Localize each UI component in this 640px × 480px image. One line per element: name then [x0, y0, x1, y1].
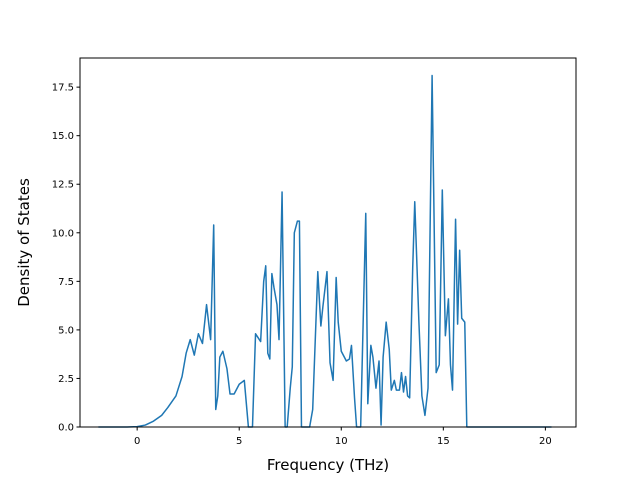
y-tick-label: 17.5	[52, 83, 74, 94]
x-tick-label: 5	[236, 436, 242, 447]
data-layer	[98, 74, 552, 428]
y-tick-label: 5.0	[58, 325, 74, 336]
y-axis-title: Density of States	[15, 178, 33, 307]
x-tick-label: 10	[335, 436, 348, 447]
y-axis-ticks: 0.0 2.5 5.0 7.5 10.0 12.5 15.0 17.5	[52, 83, 80, 434]
plot-area	[80, 58, 576, 427]
x-tick-label: 20	[539, 436, 552, 447]
x-axis-title: Frequency (THz)	[267, 456, 389, 474]
x-tick-label: 15	[437, 436, 450, 447]
y-tick-label: 2.5	[58, 374, 74, 385]
x-axis-ticks: 0 5 10 15 20	[134, 427, 552, 447]
series-line-0	[98, 74, 552, 428]
y-tick-label: 12.5	[52, 180, 74, 191]
y-tick-label: 0.0	[58, 423, 74, 434]
y-tick-label: 10.0	[52, 228, 74, 239]
plot-frame	[79, 57, 577, 428]
y-tick-label: 15.0	[52, 131, 74, 142]
x-tick-label: 0	[134, 436, 140, 447]
y-tick-label: 7.5	[58, 277, 74, 288]
